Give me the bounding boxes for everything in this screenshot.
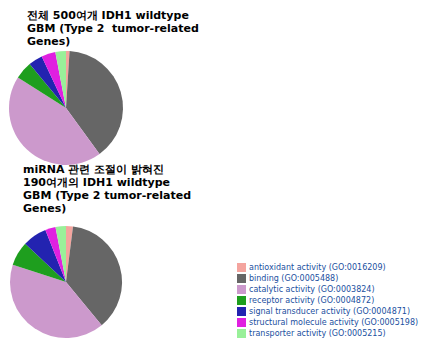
svg-text:Genes): Genes) bbox=[27, 35, 70, 48]
svg-text:GBM (Type 2 tumor-related: GBM (Type 2 tumor-related bbox=[23, 189, 191, 202]
svg-text:antioxidant activity (GO:00162: antioxidant activity (GO:0016209) bbox=[249, 263, 386, 272]
svg-text:signal transducer activity (GO: signal transducer activity (GO:0004871) bbox=[249, 307, 410, 316]
svg-text:receptor activity (GO:0004872): receptor activity (GO:0004872) bbox=[249, 296, 374, 305]
svg-text:190여개의 IDH1 wildtype: 190여개의 IDH1 wildtype bbox=[23, 176, 170, 189]
svg-text:Genes): Genes) bbox=[23, 202, 66, 215]
svg-text:전체 500여개 IDH1 wildtype: 전체 500여개 IDH1 wildtype bbox=[27, 9, 189, 22]
svg-text:catalytic activity (GO:0003824: catalytic activity (GO:0003824) bbox=[249, 285, 375, 294]
svg-text:transporter activity (GO:00052: transporter activity (GO:0005215) bbox=[249, 329, 386, 338]
svg-text:miRNA 관련 조절이 밝혀진: miRNA 관련 조절이 밝혀진 bbox=[23, 163, 164, 176]
svg-text:structural molecule activity (: structural molecule activity (GO:0005198… bbox=[249, 318, 418, 327]
svg-text:binding (GO:0005488): binding (GO:0005488) bbox=[249, 274, 338, 283]
svg-text:GBM (Type 2 tumor-related: GBM (Type 2 tumor-related bbox=[27, 22, 199, 35]
